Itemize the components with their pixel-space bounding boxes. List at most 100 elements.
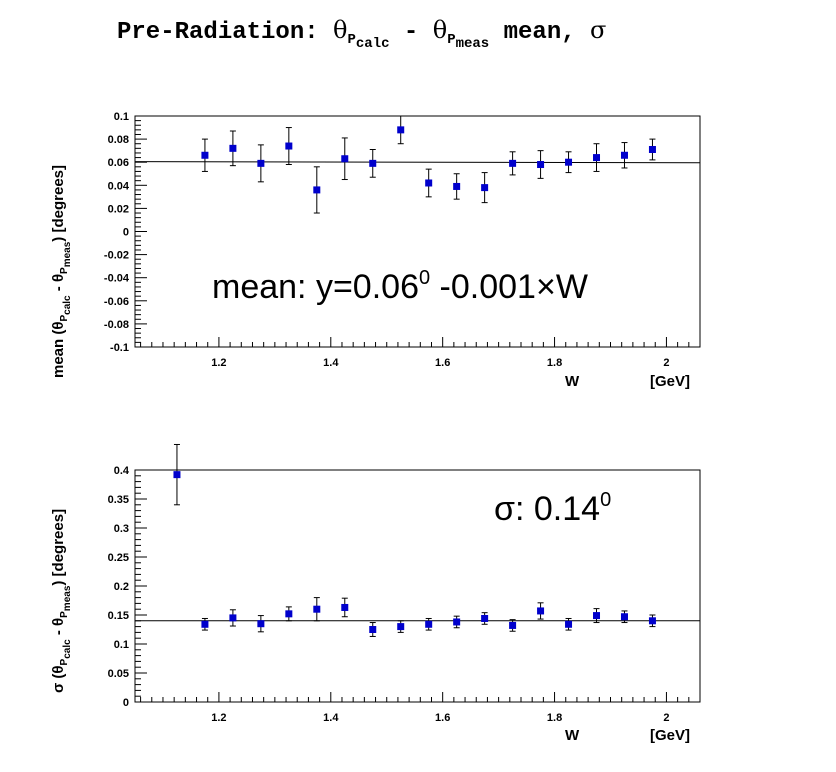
y-tick-label: 0.1	[114, 639, 129, 651]
mean-ylabel: mean (θPcalc - θPmeas) [degrees]	[50, 165, 73, 378]
data-point	[453, 173, 461, 200]
y-tick-label: 0.3	[114, 523, 129, 535]
data-point	[620, 142, 628, 169]
marker	[341, 603, 349, 611]
data-point	[397, 620, 405, 633]
marker	[285, 610, 293, 618]
sigma-xunit: [GeV]	[650, 727, 690, 744]
mean-xlabel: W	[565, 373, 580, 390]
mean-panel: 1.2 1.4 1.6 1.8 2 -0.1 -0.08 -0.06 -0.04 -0.02 0 0.…	[50, 111, 701, 390]
y-tick-label: 0.25	[108, 552, 129, 564]
data-point	[341, 137, 349, 181]
data-point	[369, 148, 377, 178]
sigma-plot-frame	[134, 469, 701, 703]
sigma-ylabel: σ (θPcalc - θPmeas) [degrees]	[50, 509, 73, 693]
marker	[257, 159, 265, 167]
x-tick-label: 1.6	[435, 712, 450, 724]
marker	[453, 182, 461, 190]
data-point	[369, 622, 377, 637]
y-tick-label: 0	[123, 227, 129, 239]
marker	[201, 151, 209, 159]
figure-title: Pre-Radiation: θPcalc - θPmeas mean, σ	[117, 16, 606, 52]
y-tick-label: 0.04	[108, 180, 130, 192]
data-point	[565, 151, 573, 174]
marker	[425, 620, 433, 628]
marker	[369, 626, 377, 633]
sigma-xlabel: W	[565, 727, 580, 744]
marker	[397, 623, 405, 631]
data-point	[257, 144, 265, 183]
marker	[453, 618, 461, 626]
x-tick-label: 1.2	[211, 357, 226, 369]
data-point	[229, 130, 237, 167]
marker	[397, 126, 405, 134]
marker	[313, 186, 321, 194]
data-point	[313, 597, 321, 622]
marker	[565, 158, 573, 166]
y-tick-label: 0.08	[108, 134, 129, 146]
x-tick-label: 1.4	[323, 357, 339, 369]
data-point	[537, 602, 545, 620]
marker	[285, 142, 293, 150]
data-point	[481, 612, 489, 625]
data-point	[257, 615, 265, 633]
data-point	[509, 619, 517, 632]
data-point	[620, 610, 628, 624]
data-point	[313, 166, 321, 214]
sigma-panel: 1.2 1.4 1.6 1.8 2 0 0.05 0.1 0.15 0.2 0.25 0.3 0.35 0…	[50, 443, 701, 744]
marker	[229, 614, 237, 622]
y-tick-label: -0.06	[104, 296, 129, 308]
data-point	[565, 617, 573, 631]
data-point	[397, 115, 405, 145]
y-tick-label: 0.35	[108, 494, 129, 506]
data-point	[648, 614, 656, 628]
marker	[369, 159, 377, 167]
y-tick-label: 0.06	[108, 157, 129, 169]
y-tick-label: 0	[123, 697, 129, 709]
marker	[481, 614, 489, 622]
data-point	[593, 143, 601, 172]
y-tick-label: -0.04	[104, 273, 130, 285]
y-tick-label: 0.4	[114, 465, 130, 477]
marker	[593, 154, 601, 162]
x-tick-label: 1.4	[323, 712, 339, 724]
data-point	[481, 172, 489, 204]
marker	[565, 620, 573, 628]
data-point	[285, 127, 293, 166]
marker	[481, 184, 489, 192]
y-tick-label: -0.02	[104, 250, 129, 262]
data-point	[453, 615, 461, 629]
x-tick-label: 1.8	[547, 357, 562, 369]
sigma-fit-annotation: σ: 0.140	[494, 489, 611, 528]
y-tick-label: 0.02	[108, 203, 129, 215]
y-tick-label: 0.05	[108, 668, 129, 680]
y-tick-label: -0.1	[110, 342, 129, 354]
marker	[201, 620, 209, 628]
data-point	[425, 168, 433, 198]
marker	[620, 613, 628, 621]
marker	[229, 144, 237, 152]
marker	[593, 612, 601, 620]
marker	[173, 471, 181, 479]
x-tick-label: 2	[663, 357, 669, 369]
data-point	[509, 151, 517, 176]
marker	[509, 621, 517, 629]
marker	[537, 161, 545, 169]
data-point	[201, 617, 209, 631]
marker	[257, 620, 265, 628]
marker	[537, 607, 545, 615]
y-tick-label: -0.08	[104, 319, 129, 331]
marker	[648, 145, 656, 153]
mean-fit-annotation: mean: y=0.060 -0.001×W	[212, 267, 588, 306]
data-point	[285, 606, 293, 622]
marker	[509, 159, 517, 167]
marker	[620, 151, 628, 159]
data-point	[229, 609, 237, 627]
data-point	[173, 443, 181, 506]
marker	[341, 155, 349, 163]
y-tick-label: 0.2	[114, 581, 129, 593]
data-point	[537, 150, 545, 179]
marker	[648, 617, 656, 625]
data-point	[593, 608, 601, 624]
marker	[425, 179, 433, 187]
